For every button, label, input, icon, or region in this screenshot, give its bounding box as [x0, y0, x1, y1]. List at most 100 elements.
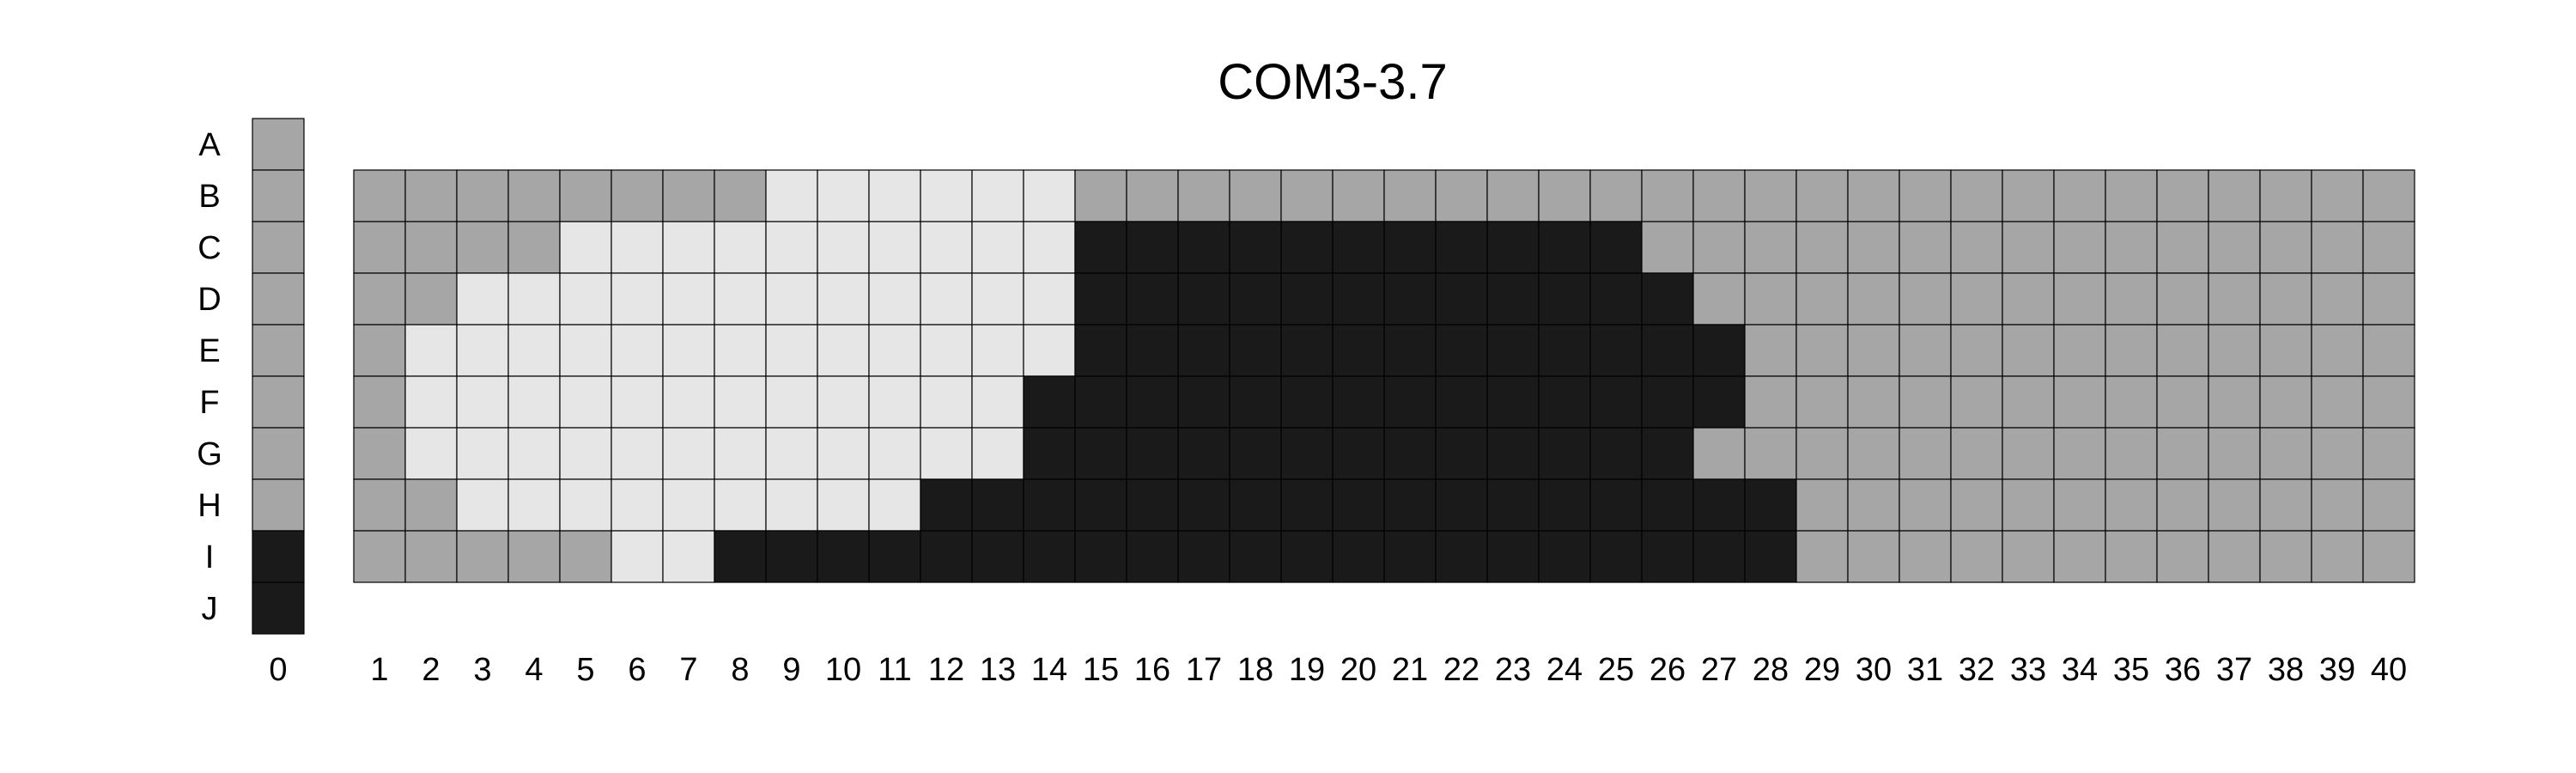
- heatmap-cell-F-11: [868, 375, 921, 429]
- heatmap-cell-I-17: [1177, 530, 1230, 583]
- heatmap-cell-C-1: [353, 221, 406, 274]
- heatmap-cell-B-4: [507, 169, 561, 222]
- heatmap-cell-E-13: [971, 324, 1024, 377]
- heatmap-cell-G-11: [868, 427, 921, 480]
- heatmap-cell-F-24: [1538, 375, 1591, 429]
- heatmap-cell-G-10: [817, 427, 870, 480]
- heatmap-cell-F-30: [1847, 375, 1900, 429]
- heatmap-cell-B-37: [2208, 169, 2261, 222]
- heatmap-cell-B-36: [2156, 169, 2209, 222]
- column-label-21: 21: [1392, 652, 1428, 688]
- column-label-36: 36: [2165, 652, 2201, 688]
- heatmap-cell-G-21: [1383, 427, 1437, 480]
- heatmap-cell-E-2: [404, 324, 458, 377]
- heatmap-cell-C-19: [1280, 221, 1334, 274]
- heatmap-cell-F-36: [2156, 375, 2209, 429]
- column-label-9: 9: [782, 652, 800, 688]
- column-zero-cells: [252, 118, 305, 635]
- heatmap-cell-D-26: [1641, 272, 1694, 326]
- heatmap-cell-I-5: [559, 530, 612, 583]
- heatmap-cell-H-18: [1229, 478, 1282, 532]
- heatmap-cell-C-25: [1589, 221, 1643, 274]
- heatmap-cell-G-9: [765, 427, 818, 480]
- heatmap-cell-F-18: [1229, 375, 1282, 429]
- heatmap-cell-B-34: [2053, 169, 2106, 222]
- heatmap-cell-I-26: [1641, 530, 1694, 583]
- heatmap-cell-I-15: [1074, 530, 1127, 583]
- heatmap-cell-F-9: [765, 375, 818, 429]
- heatmap-cell-E-32: [1950, 324, 2003, 377]
- heatmap-cell-D-36: [2156, 272, 2209, 326]
- heatmap-cell-C-33: [2002, 221, 2055, 274]
- heatmap-cell-H-17: [1177, 478, 1230, 532]
- heatmap-cell-F-40: [2362, 375, 2415, 429]
- heatmap-cell-D-1: [353, 272, 406, 326]
- heatmap-cell-I-22: [1435, 530, 1488, 583]
- heatmap-cell-B-33: [2002, 169, 2055, 222]
- heatmap-cell-F-31: [1899, 375, 1952, 429]
- heatmap-cell-D-22: [1435, 272, 1488, 326]
- heatmap-cell-D-33: [2002, 272, 2055, 326]
- heatmap-cell-E-34: [2053, 324, 2106, 377]
- heatmap-cell-H-15: [1074, 478, 1127, 532]
- column-label-6: 6: [628, 652, 646, 688]
- heatmap-cell-B-22: [1435, 169, 1488, 222]
- heatmap-cell-B-11: [868, 169, 921, 222]
- heatmap-cell-G-23: [1486, 427, 1540, 480]
- heatmap-cell-G-28: [1744, 427, 1797, 480]
- heatmap-cell-E-7: [662, 324, 715, 377]
- row-label-G: G: [197, 436, 222, 472]
- heatmap-cell-H-1: [353, 478, 406, 532]
- column-label-27: 27: [1701, 652, 1737, 688]
- heatmap-cell-D-40: [2362, 272, 2415, 326]
- heatmap-cell-B-6: [611, 169, 664, 222]
- heatmap-cell-H-40: [2362, 478, 2415, 532]
- heatmap-cell-F-10: [817, 375, 870, 429]
- row-label-D: D: [197, 282, 221, 318]
- heatmap-cell-H-4: [507, 478, 561, 532]
- column-label-28: 28: [1753, 652, 1789, 688]
- heatmap-cell-I-18: [1229, 530, 1282, 583]
- heatmap-cell-I-40: [2362, 530, 2415, 583]
- heatmap-cell-H-12: [920, 478, 973, 532]
- heatmap-cell-D-28: [1744, 272, 1797, 326]
- row-label-J: J: [202, 591, 218, 627]
- heatmap-cell-G-5: [559, 427, 612, 480]
- heatmap-cell-F-8: [714, 375, 767, 429]
- heatmap-cell-G-22: [1435, 427, 1488, 480]
- heatmap-cell-G-26: [1641, 427, 1694, 480]
- heatmap-cell-I-9: [765, 530, 818, 583]
- heatmap-cell-E-37: [2208, 324, 2261, 377]
- heatmap-cell-B-19: [1280, 169, 1334, 222]
- heatmap-cell-D-3: [456, 272, 509, 326]
- heatmap-cell-H-7: [662, 478, 715, 532]
- heatmap-cell-I-16: [1126, 530, 1179, 583]
- heatmap-cell-E-26: [1641, 324, 1694, 377]
- heatmap-cell-F-3: [456, 375, 509, 429]
- heatmap-cell-C-9: [765, 221, 818, 274]
- column-label-2: 2: [422, 652, 440, 688]
- heatmap-cell-E-3: [456, 324, 509, 377]
- heatmap-cell-D-38: [2259, 272, 2312, 326]
- heatmap-cell-I-2: [404, 530, 458, 583]
- column-label-37: 37: [2216, 652, 2252, 688]
- heatmap-cell-I-34: [2053, 530, 2106, 583]
- heatmap-cell-G-14: [1023, 427, 1076, 480]
- column-label-4: 4: [525, 652, 543, 688]
- heatmap-cell-C-12: [920, 221, 973, 274]
- heatmap-cell-F-5: [559, 375, 612, 429]
- heatmap-cell-D-24: [1538, 272, 1591, 326]
- heatmap-cell-G-15: [1074, 427, 1127, 480]
- heatmap-cell-D-5: [559, 272, 612, 326]
- column-label-18: 18: [1237, 652, 1273, 688]
- heatmap-cell-D-29: [1795, 272, 1849, 326]
- heatmap-cell-D-37: [2208, 272, 2261, 326]
- heatmap-cell-D-15: [1074, 272, 1127, 326]
- heatmap-cell-G-19: [1280, 427, 1334, 480]
- heatmap-cell-H-20: [1332, 478, 1385, 532]
- column-label-38: 38: [2268, 652, 2304, 688]
- heatmap-cell-F-0: [252, 375, 305, 429]
- heatmap-cell-E-24: [1538, 324, 1591, 377]
- heatmap-cell-H-10: [817, 478, 870, 532]
